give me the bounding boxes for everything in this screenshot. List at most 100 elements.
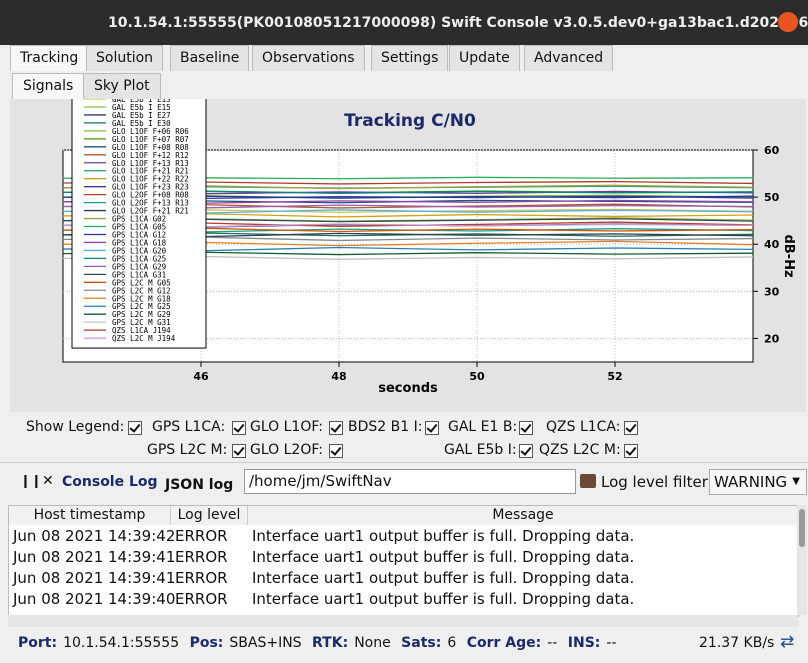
checkbox[interactable] — [232, 444, 246, 458]
status-label: Sats: — [401, 635, 442, 651]
status-value: -- — [547, 635, 558, 651]
legend-label: GAL E5b I E30 — [112, 119, 171, 128]
table-cell: Jun 08 2021 14:39:41 — [13, 569, 176, 587]
status-label: Corr Age: — [466, 635, 542, 651]
legend-label: GPS L1CA G02 — [112, 215, 166, 224]
scroll-thumb[interactable] — [799, 509, 805, 547]
chart: Tracking C/N0 seconds dB-Hz 20 30 40 50 60 46… — [10, 99, 806, 412]
legend-label: GPS L1CA G18 — [112, 238, 167, 247]
legend-label: GAL E5b I E27 — [112, 111, 171, 120]
legend-label: GLO L1OF F+13 R13 — [112, 159, 189, 168]
legend-label: GPS L2C M G31 — [112, 318, 171, 327]
legend-label: GPS L1CA G25 — [112, 254, 166, 263]
table-cell: Interface uart1 output buffer is full. D… — [252, 527, 635, 545]
checkbox[interactable] — [624, 421, 638, 435]
table-cell: Jun 08 2021 14:39:40 — [13, 590, 176, 608]
legend-label: GPS L1CA G31 — [112, 270, 166, 279]
column-header[interactable]: Host timestamp — [9, 506, 171, 525]
table-cell: Interface uart1 output buffer is full. D… — [252, 590, 635, 608]
tab[interactable]: Tracking — [10, 45, 89, 71]
y-axis-label: dB-Hz — [781, 234, 796, 277]
x-axis-label: seconds — [378, 381, 438, 396]
vertical-scrollbar[interactable] — [797, 505, 807, 615]
legend-label: GPS L1CA G05 — [112, 223, 166, 232]
filter-label: GPS L2C M: — [147, 442, 228, 458]
filter-label: Log level filter: — [601, 473, 713, 491]
filter-label: BDS2 B1 I: — [348, 419, 423, 435]
legend-label: GLO L1OF F+08 R08 — [112, 143, 189, 152]
select-arrow: ▼ — [792, 476, 800, 487]
table-cell: Jun 08 2021 14:39:42 — [13, 527, 176, 545]
checkbox[interactable] — [232, 421, 246, 435]
status-label: Port: — [18, 635, 58, 651]
legend-label: GPS L2C M G05 — [112, 278, 171, 287]
checkbox[interactable] — [128, 421, 142, 435]
table-cell: ERROR — [175, 548, 228, 566]
filter-label: GPS L1CA: — [152, 419, 226, 435]
tab[interactable]: Solution — [86, 45, 164, 71]
legend-label: GPS L2C M G18 — [112, 294, 171, 303]
filter-label: GAL E5b I: — [444, 442, 517, 458]
legend-label: GPS L1CA G12 — [112, 230, 166, 239]
legend-label: GPS L2C M G29 — [112, 310, 171, 319]
pause-button[interactable]: ❙❙ — [20, 474, 42, 489]
filter-label: GLO L2OF: — [250, 442, 324, 458]
table-cell: Interface uart1 output buffer is full. D… — [252, 548, 635, 566]
subtab[interactable]: Sky Plot — [83, 73, 161, 99]
folder-button[interactable] — [580, 474, 596, 488]
data-rate: 21.37 KB/s — [699, 635, 775, 651]
status-label: INS: — [567, 635, 601, 651]
legend-label: QZS L2C M J194 — [112, 334, 176, 343]
divider — [0, 462, 808, 463]
filter-label: GLO L1OF: — [250, 419, 324, 435]
select-value: WARNING — [714, 473, 788, 491]
checkbox[interactable] — [329, 421, 343, 435]
tab[interactable]: Observations — [252, 45, 365, 71]
legend-label: GPS L1CA G20 — [112, 246, 167, 255]
tab[interactable]: Advanced — [524, 45, 614, 71]
checkbox[interactable] — [329, 444, 343, 458]
legend-label: GLO L1OF F+07 R07 — [112, 135, 189, 144]
checkbox[interactable] — [425, 421, 439, 435]
x-tick-label: 50 — [469, 370, 485, 383]
status-value: 6 — [447, 635, 457, 651]
x-tick-label: 52 — [607, 370, 622, 383]
table-cell: ERROR — [175, 590, 228, 608]
column-header[interactable]: Message — [248, 506, 798, 525]
status-value: SBAS+INS — [229, 635, 302, 651]
checkbox[interactable] — [624, 444, 638, 458]
table-cell: ERROR — [175, 527, 228, 545]
horizontal-scrollbar[interactable] — [8, 615, 798, 627]
legend-label: GLO L1OF F+22 R22 — [112, 175, 189, 184]
console-log-tab[interactable]: Console Log — [62, 474, 158, 490]
y-tick-label: 20 — [764, 332, 780, 345]
legend-label: GPS L1CA G29 — [112, 262, 166, 271]
refresh-icon[interactable]: ⇄ — [780, 632, 795, 652]
status-value: 10.1.54.1:55555 — [63, 635, 180, 651]
legend-label: GPS L2C M G12 — [112, 286, 171, 295]
close-button[interactable] — [778, 12, 798, 32]
status-value: None — [354, 635, 391, 651]
legend-label: GLO L2OF F+13 R13 — [112, 199, 189, 208]
tab[interactable]: Settings — [371, 45, 449, 71]
legend-label: GPS L2C M G25 — [112, 302, 171, 311]
subtab[interactable]: Signals — [12, 73, 85, 99]
y-tick-label: 40 — [764, 238, 780, 251]
tab[interactable]: Update — [449, 45, 520, 71]
series-group — [63, 176, 753, 260]
y-tick-label: 30 — [764, 285, 780, 298]
column-header[interactable]: Log level — [171, 506, 248, 525]
legend-label: QZS L1CA J194 — [112, 326, 171, 335]
checkbox[interactable] — [519, 421, 533, 435]
checkbox[interactable] — [519, 444, 533, 458]
clear-button[interactable]: ✕ — [42, 473, 54, 489]
tab[interactable]: Baseline — [170, 45, 250, 71]
status-label: RTK: — [312, 635, 349, 651]
title-bar: 10.1.54.1:55555(PK00108051217000098) Swi… — [0, 0, 808, 45]
path-input[interactable]: /home/jm/SwiftNav — [244, 469, 576, 494]
legend-label: GLO L1OF F+06 R06 — [112, 127, 189, 136]
level-select[interactable]: WARNING ▼ — [709, 469, 807, 495]
y-tick-label: 60 — [764, 144, 780, 157]
